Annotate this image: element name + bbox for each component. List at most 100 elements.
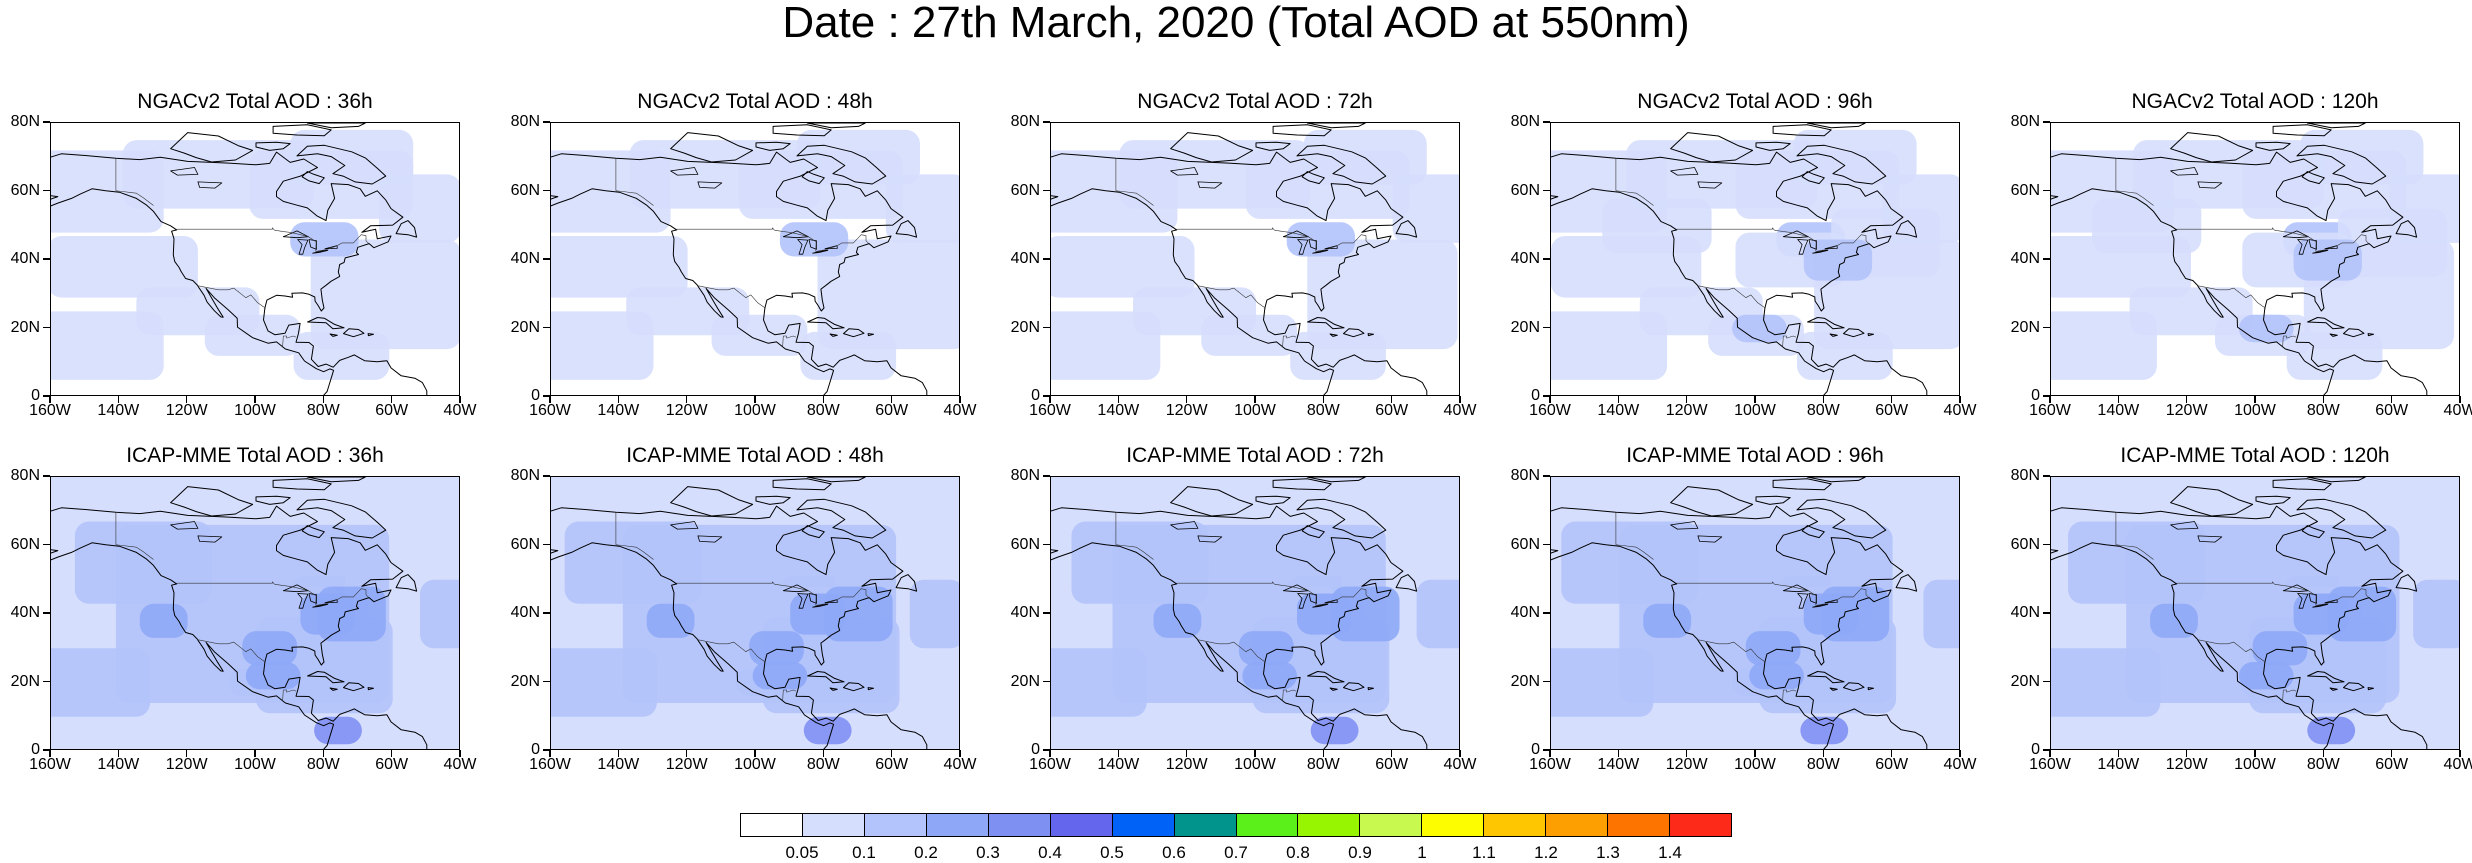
aod-field bbox=[2051, 483, 2459, 745]
island-coastline bbox=[829, 687, 838, 691]
country-border bbox=[282, 689, 297, 702]
lake-outline bbox=[324, 599, 338, 604]
island-coastline bbox=[1170, 132, 1254, 163]
country-border bbox=[2176, 581, 2370, 606]
lat-tick bbox=[1043, 121, 1050, 123]
aod-patch bbox=[310, 239, 459, 350]
lon-tick bbox=[1117, 396, 1120, 403]
lon-label: 140W bbox=[2097, 402, 2140, 419]
lon-label: 60W bbox=[1875, 402, 1909, 419]
colorbar-label: 0.9 bbox=[1348, 843, 1372, 862]
lake-outline bbox=[2170, 521, 2199, 530]
lat-label: 20N bbox=[10, 318, 40, 336]
aod-patch bbox=[1923, 579, 1959, 649]
island-coastline bbox=[867, 687, 874, 691]
country-border bbox=[1282, 335, 1297, 348]
island-coastline bbox=[306, 123, 366, 129]
country-border bbox=[1676, 227, 1870, 252]
island-coastline bbox=[1806, 123, 1866, 129]
island-coastline bbox=[2301, 171, 2325, 185]
island-coastline bbox=[1296, 498, 1387, 539]
lat-label: 60N bbox=[1510, 535, 1540, 553]
country-border bbox=[282, 335, 297, 348]
island-coastline bbox=[2170, 486, 2254, 517]
island-coastline bbox=[843, 682, 865, 692]
lon-tick bbox=[390, 750, 393, 757]
lon-tick bbox=[1822, 396, 1825, 403]
lat-tick bbox=[1543, 258, 1550, 260]
country-border bbox=[1615, 544, 1654, 560]
lon-label: 80W bbox=[306, 756, 340, 773]
lat-tick bbox=[2043, 543, 2050, 546]
aod-patch bbox=[797, 129, 920, 185]
colorbar-swatch bbox=[1112, 814, 1175, 836]
lake-outline bbox=[670, 167, 699, 176]
lon-label: 100W bbox=[234, 402, 276, 419]
island-coastline bbox=[2301, 525, 2325, 539]
lat-tick bbox=[2043, 475, 2050, 477]
island-coastline bbox=[343, 682, 365, 692]
lat-label: 20N bbox=[1010, 672, 1040, 690]
lon-tick bbox=[459, 396, 461, 403]
lon-tick bbox=[1459, 750, 1461, 757]
country-border bbox=[782, 689, 797, 702]
lake-outline bbox=[797, 593, 809, 609]
lon-label: 80W bbox=[2306, 402, 2340, 419]
lon-tick bbox=[2254, 750, 2256, 757]
lat-tick bbox=[43, 121, 50, 123]
figure-title: Date : 27th March, 2020 (Total AOD at 55… bbox=[782, 0, 1690, 47]
aod-patch bbox=[1551, 311, 1668, 380]
aod-patch bbox=[803, 716, 852, 745]
aod-patch bbox=[136, 287, 260, 336]
map-plot-area bbox=[550, 122, 960, 396]
lat-tick bbox=[1043, 258, 1050, 260]
island-coastline bbox=[1670, 132, 1754, 163]
island-coastline bbox=[1343, 328, 1365, 338]
lon-label: 140W bbox=[97, 402, 140, 419]
island-coastline bbox=[1807, 671, 1845, 684]
panel-title: ICAP-MME Total AOD : 48h bbox=[626, 444, 884, 467]
lat-tick bbox=[543, 475, 550, 477]
panel-title: ICAP-MME Total AOD : 96h bbox=[1626, 444, 1884, 467]
lon-tick bbox=[1254, 750, 1256, 757]
lake-outline bbox=[1797, 593, 1809, 609]
aod-patch bbox=[51, 648, 151, 717]
island-coastline bbox=[772, 124, 832, 137]
aod-patch bbox=[646, 603, 695, 638]
north-america-coastline bbox=[551, 505, 928, 749]
island-coastline bbox=[796, 498, 887, 539]
island-coastline bbox=[1395, 220, 1418, 238]
aod-patch bbox=[317, 586, 386, 642]
lon-tick bbox=[390, 396, 393, 403]
island-coastline bbox=[1772, 478, 1832, 491]
coastlines bbox=[1551, 477, 1928, 749]
lon-label: 160W bbox=[529, 756, 571, 773]
lon-label: 120W bbox=[1165, 756, 1208, 773]
lon-label: 80W bbox=[806, 402, 840, 419]
island-coastline bbox=[1843, 682, 1865, 692]
lon-label: 120W bbox=[665, 402, 708, 419]
island-coastline bbox=[367, 687, 374, 691]
lake-outline bbox=[297, 593, 309, 609]
country-border bbox=[197, 639, 266, 663]
lat-tick bbox=[43, 326, 50, 329]
coastlines bbox=[51, 123, 428, 395]
aod-patch bbox=[1242, 662, 1297, 690]
aod-patch bbox=[824, 586, 893, 642]
country-border bbox=[115, 190, 154, 206]
aod-field bbox=[1051, 129, 1459, 380]
lake-outline bbox=[324, 245, 338, 250]
map-panel: NGACv2 Total AOD : 36h 80N 60N 40N 20N 0 160W 1… bbox=[11, 90, 477, 419]
lon-tick bbox=[685, 750, 688, 757]
aod-patch bbox=[242, 631, 297, 666]
lon-tick bbox=[1822, 750, 1825, 757]
lon-label: 80W bbox=[2306, 756, 2340, 773]
island-coastline bbox=[306, 477, 366, 483]
island-coastline bbox=[272, 478, 332, 491]
colorbar-swatch bbox=[802, 814, 865, 836]
aod-patch bbox=[51, 236, 198, 298]
lon-tick bbox=[1185, 396, 1188, 403]
lon-label: 120W bbox=[165, 756, 208, 773]
lat-label: 80N bbox=[10, 467, 40, 484]
lon-tick bbox=[1754, 396, 1756, 403]
